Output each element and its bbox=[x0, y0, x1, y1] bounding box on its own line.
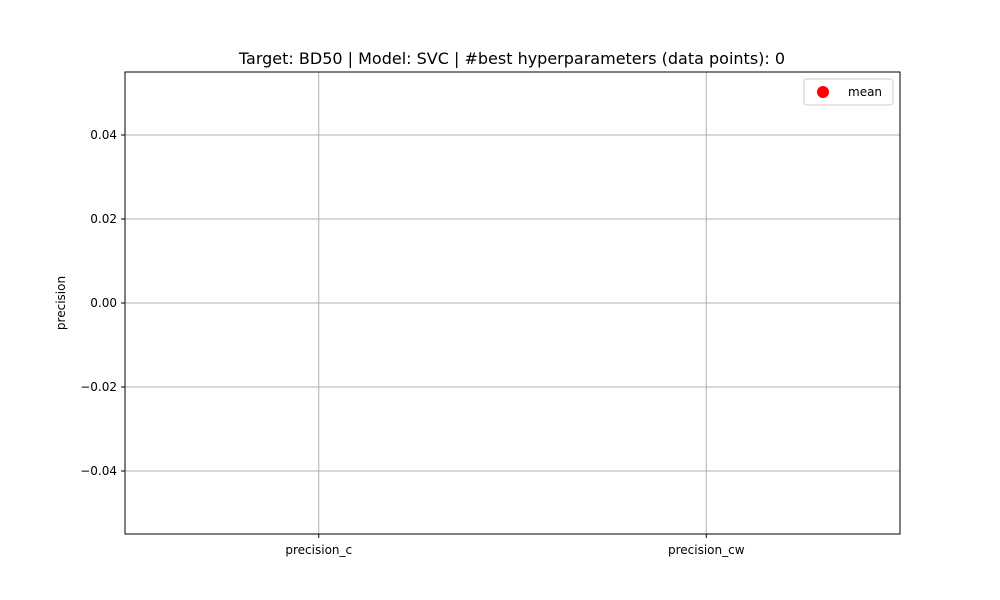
grid bbox=[125, 72, 900, 534]
x-tick-label: precision_c bbox=[285, 543, 352, 557]
y-tick-label: 0.02 bbox=[90, 212, 117, 226]
x-tick-label: precision_cw bbox=[668, 543, 745, 557]
y-tick-label: 0.00 bbox=[90, 296, 117, 310]
chart-title: Target: BD50 | Model: SVC | #best hyperp… bbox=[238, 49, 785, 68]
legend-mean-label: mean bbox=[848, 85, 882, 99]
axis-ticks: 0.04 0.02 0.00 −0.02 −0.04 precision_c precisi… bbox=[80, 128, 744, 557]
y-tick-label: −0.04 bbox=[80, 464, 117, 478]
legend-mean-marker bbox=[817, 86, 829, 98]
legend-box bbox=[803, 78, 894, 106]
y-axis-label: precision bbox=[54, 276, 68, 330]
y-tick-label: 0.04 bbox=[90, 128, 117, 142]
y-tick-label: −0.02 bbox=[80, 380, 117, 394]
legend: mean bbox=[803, 78, 894, 106]
